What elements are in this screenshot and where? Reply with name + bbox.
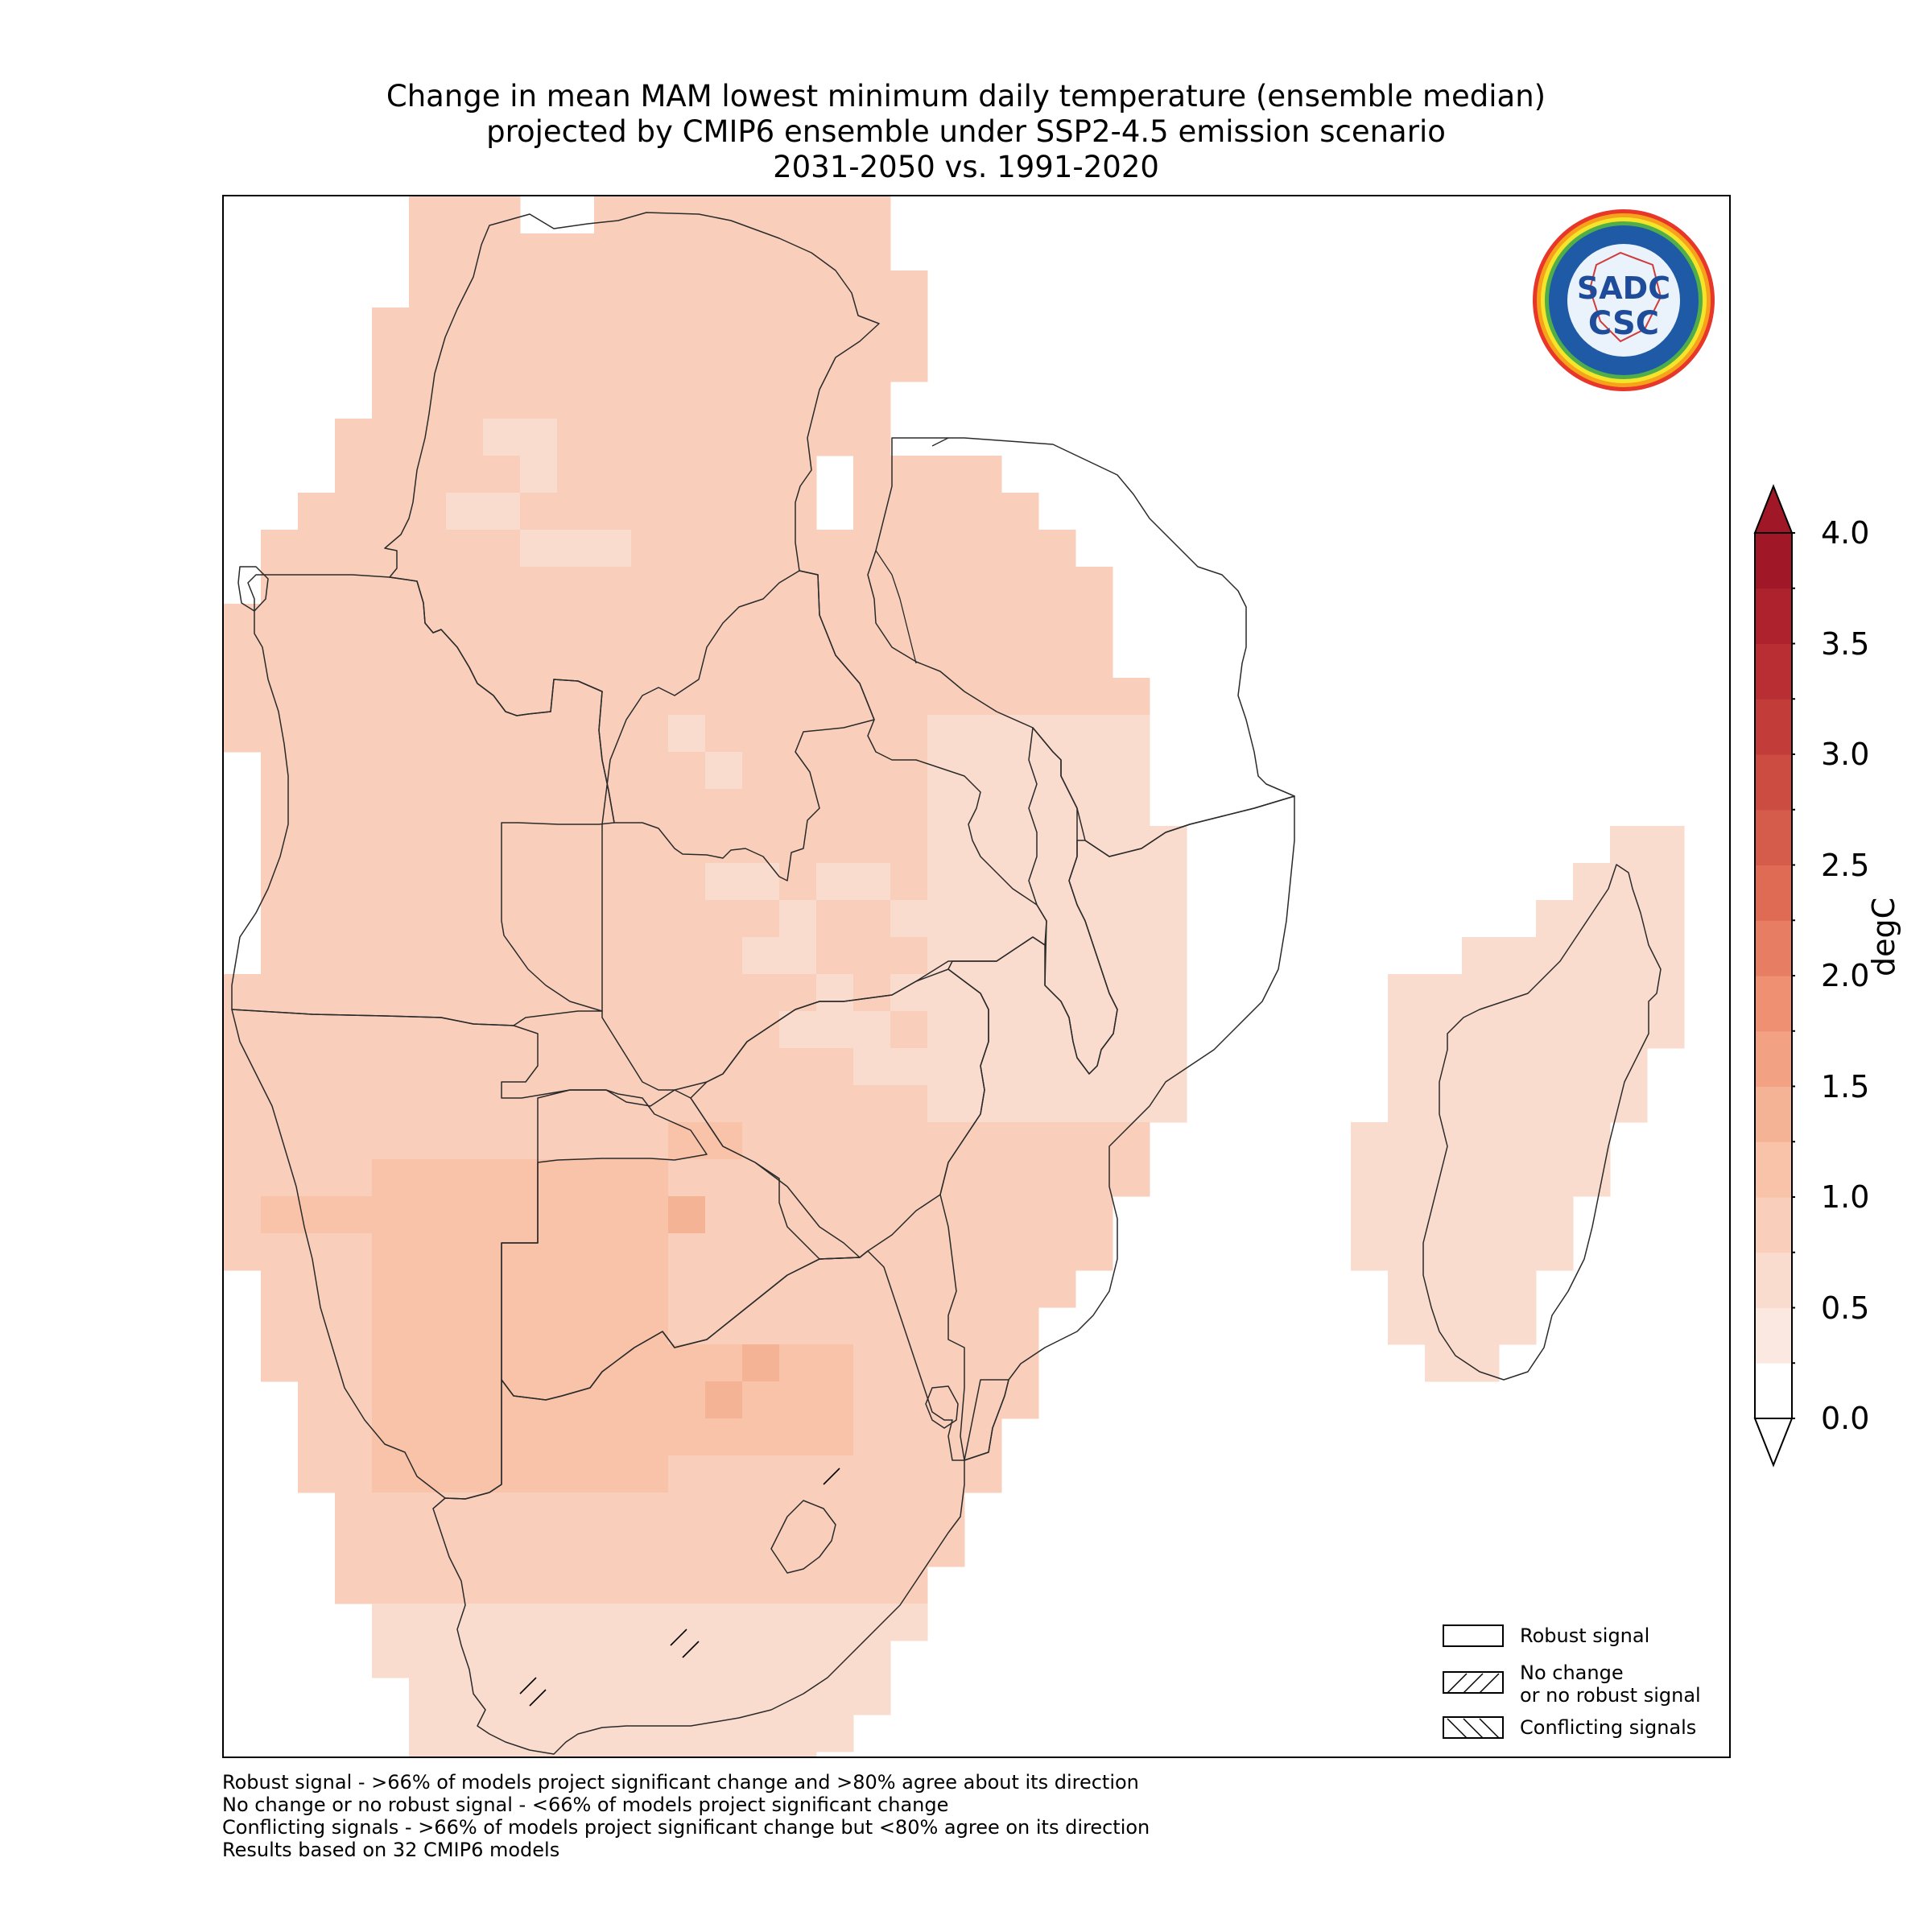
choropleth-map	[224, 196, 1685, 1757]
colorbar-extend-high	[1753, 484, 1794, 534]
note-models: Results based on 32 CMIP6 models	[222, 1839, 560, 1861]
colorbar-segment	[1755, 1252, 1792, 1308]
colorbar-segment	[1755, 1030, 1792, 1087]
legend-conflicting-swatch	[1443, 1716, 1504, 1739]
border-drc	[384, 212, 880, 881]
colorbar	[1753, 484, 1795, 1468]
note-conflicting: Conflicting signals - >66% of models pro…	[222, 1816, 1150, 1839]
title-line-3: 2031-2050 vs. 1991-2020	[773, 150, 1159, 184]
colorbar-segment	[1755, 754, 1792, 811]
colorbar-segment	[1755, 699, 1792, 755]
border-lesotho	[770, 1500, 836, 1574]
logo-mark-top: SADC	[1577, 270, 1670, 306]
colorbar-segment	[1755, 1197, 1792, 1253]
colorbar-tick-label: 0.0	[1821, 1401, 1870, 1436]
colorbar-segment	[1755, 588, 1792, 644]
border-angola	[231, 574, 615, 1026]
border-cabinda	[237, 566, 269, 612]
colorbar-tick-label: 3.0	[1821, 737, 1870, 772]
border-madagascar	[1422, 864, 1662, 1381]
colorbar-segment	[1755, 533, 1792, 589]
legend-no-change-swatch	[1443, 1671, 1504, 1694]
colorbar-segment	[1755, 1307, 1792, 1364]
colorbar-tick-label: 1.5	[1821, 1068, 1870, 1104]
note-robust: Robust signal - >66% of models project s…	[222, 1771, 1139, 1794]
colorbar-segment	[1755, 809, 1792, 865]
legend-no-change-label-2: or no robust signal	[1520, 1684, 1701, 1707]
colorbar-unit-label: degC	[1866, 897, 1901, 976]
colorbar-tick-label: 2.0	[1821, 958, 1870, 993]
lake-tanganyika	[875, 550, 917, 664]
lake-victoria	[931, 437, 949, 447]
colorbar-segment	[1755, 920, 1792, 976]
title-line-2: projected by CMIP6 ensemble under SSP2-4…	[486, 114, 1446, 149]
note-no-change: No change or no robust signal - <66% of …	[222, 1794, 949, 1816]
logo-mark-bottom: CSC	[1588, 305, 1659, 342]
colorbar-segment	[1755, 865, 1792, 921]
colorbar-segment	[1755, 976, 1792, 1032]
title-line-1: Change in mean MAM lowest minimum daily …	[386, 79, 1546, 114]
colorbar-tick-label: 3.5	[1821, 625, 1870, 662]
hatching-no-robust-signal	[519, 1468, 840, 1707]
colorbar-segment	[1755, 1086, 1792, 1142]
legend-conflicting-label: Conflicting signals	[1520, 1716, 1697, 1739]
colorbar-segment	[1755, 1141, 1792, 1198]
colorbar-tick-label: 1.0	[1821, 1179, 1870, 1215]
colorbar-segment	[1755, 643, 1792, 700]
colorbar-tick-label: 2.5	[1821, 847, 1870, 883]
map-frame	[222, 195, 1731, 1758]
colorbar-segment	[1755, 1363, 1792, 1419]
legend-no-change-label-1: No change	[1520, 1662, 1624, 1684]
temperature-grid	[224, 196, 1685, 1757]
colorbar-tick-label: 0.5	[1821, 1290, 1870, 1326]
border-zimbabwe	[690, 968, 989, 1260]
colorbar-extend-low	[1753, 1418, 1794, 1468]
sadc-csc-logo: SADC CSC	[1533, 209, 1715, 391]
colorbar-tick-label: 4.0	[1821, 515, 1870, 551]
legend-robust-swatch	[1443, 1624, 1504, 1647]
country-borders	[231, 212, 1662, 1755]
border-south-africa	[432, 1250, 1009, 1755]
border-eswatini	[925, 1385, 959, 1429]
legend-robust-label: Robust signal	[1520, 1624, 1650, 1647]
